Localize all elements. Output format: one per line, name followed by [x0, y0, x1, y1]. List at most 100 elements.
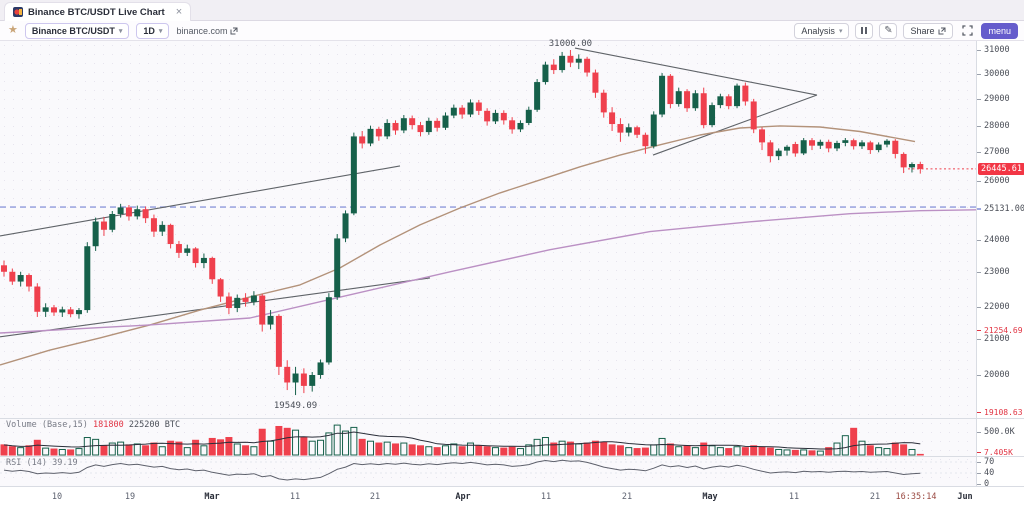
price-axis[interactable]: 31000 30000 29000 28000 27000 26000 25131.00 24… — [976, 41, 1024, 489]
candle-body — [350, 136, 357, 214]
pause-icon — [861, 27, 868, 34]
rsi-value: 39.19 — [52, 458, 78, 468]
volume-bar — [58, 448, 66, 456]
symbol-label: Binance BTC/USDT — [31, 25, 115, 36]
time-tick-label: 11 — [540, 492, 552, 502]
time-tick-label: Apr — [455, 492, 471, 502]
volume-bar — [92, 438, 100, 456]
time-tick-label: Mar — [204, 492, 220, 502]
volume-bar — [8, 446, 16, 456]
swing-high-label: 31000.00 — [549, 39, 592, 49]
time-tick-label: May — [702, 492, 718, 502]
volume-bar — [791, 449, 799, 456]
candle-body — [17, 275, 24, 282]
volume-bar — [633, 448, 641, 456]
trend-line — [0, 277, 431, 338]
rsi-pane-separator[interactable] — [0, 456, 1024, 457]
candle-body — [700, 93, 707, 126]
rsi-indicator-label[interactable]: RSI (14) 39.19 — [6, 458, 78, 468]
volume-bar — [558, 440, 566, 456]
volume-bar — [658, 437, 666, 456]
volume-bar — [358, 438, 366, 456]
volume-bar — [800, 449, 808, 456]
trend-line — [574, 47, 818, 96]
candle-body — [67, 309, 74, 315]
source-link-label: binance.com — [176, 25, 228, 36]
volume-bar — [766, 447, 774, 456]
volume-indicator-label[interactable]: Volume (Base,15) 181800 225200 BTC — [6, 420, 180, 430]
ma-fast-line — [0, 125, 916, 366]
time-tick-label: 21 — [621, 492, 633, 502]
candle-body — [84, 246, 91, 311]
volume-bar — [333, 424, 341, 456]
volume-bar — [175, 441, 183, 456]
candle-body — [325, 297, 332, 363]
volume-bar — [750, 445, 758, 456]
candle-body — [25, 275, 32, 287]
candle-body — [367, 128, 374, 144]
volume-bar — [700, 442, 708, 456]
candle-body — [259, 295, 266, 325]
candle-body — [850, 140, 857, 147]
draw-icon: ✎ — [884, 25, 893, 36]
candle-body — [142, 209, 149, 219]
active-tab[interactable]: Binance BTC/USDT Live Chart × — [4, 2, 192, 21]
share-button[interactable]: Share — [903, 22, 954, 39]
volume-pane-separator[interactable] — [0, 418, 1024, 419]
time-axis[interactable]: 10 19 Mar 11 21 Apr 11 21 May 11 21 16:35:14 Jun — [0, 486, 1024, 509]
source-link[interactable]: binance.com — [176, 26, 238, 36]
volume-bar — [641, 447, 649, 456]
browser-tab-bar: Binance BTC/USDT Live Chart × — [0, 0, 1024, 21]
interval-button[interactable]: 1D ▾ — [136, 22, 170, 39]
chart-plot-area[interactable]: 31000.00 19549.09 — [0, 39, 977, 486]
volume-bar — [875, 447, 883, 456]
candle-body — [250, 295, 257, 302]
candle-body — [834, 142, 840, 149]
volume-bar — [900, 444, 908, 456]
volume-bar — [408, 444, 416, 456]
candle-body — [642, 134, 649, 147]
candle-body — [858, 142, 865, 147]
candle-body — [500, 112, 507, 121]
candle-body — [175, 244, 182, 253]
volume-bar — [342, 430, 350, 456]
candle-body — [384, 122, 391, 137]
price-chart-svg[interactable]: 31000.00 19549.09 — [0, 39, 977, 486]
candle-body — [575, 58, 582, 63]
candle-body — [267, 315, 274, 325]
volume-bar — [350, 426, 358, 456]
volume-bar — [708, 445, 716, 456]
candle-body — [225, 296, 232, 309]
candle-body — [800, 140, 807, 154]
price-tick-label: 29000 — [977, 94, 1024, 104]
candle-body — [875, 144, 882, 151]
analysis-button[interactable]: Analysis ▾ — [794, 22, 850, 39]
volume-bar — [33, 439, 41, 456]
volume-bar — [67, 449, 75, 456]
volume-bar — [741, 447, 749, 456]
pause-button[interactable] — [855, 22, 874, 39]
symbol-button[interactable]: Binance BTC/USDT ▾ — [24, 22, 130, 39]
last-price-badge: 26445.61 — [978, 163, 1024, 175]
share-label: Share — [910, 25, 935, 36]
volume-bar — [616, 445, 624, 456]
fullscreen-button[interactable] — [959, 23, 975, 39]
volume-bar — [841, 435, 849, 456]
candle-body — [425, 120, 432, 133]
fullscreen-icon — [962, 25, 973, 36]
candle-body — [117, 207, 124, 214]
volume-bar — [142, 445, 150, 456]
candle-body — [908, 163, 915, 168]
volume-title: Volume (Base,15) — [6, 420, 88, 430]
volume-bar — [591, 440, 599, 456]
draw-button[interactable]: ✎ — [879, 22, 898, 39]
volume-bar — [108, 442, 116, 456]
star-icon[interactable]: ★ — [8, 24, 18, 36]
close-icon[interactable]: × — [175, 5, 183, 18]
menu-button[interactable]: menu — [981, 22, 1018, 39]
volume-unit: BTC — [164, 420, 181, 430]
candle-body — [34, 286, 41, 312]
toolbar-left-group: ★ Binance BTC/USDT ▾ 1D ▾ binance.com — [0, 22, 238, 39]
interval-label: 1D — [143, 25, 155, 36]
